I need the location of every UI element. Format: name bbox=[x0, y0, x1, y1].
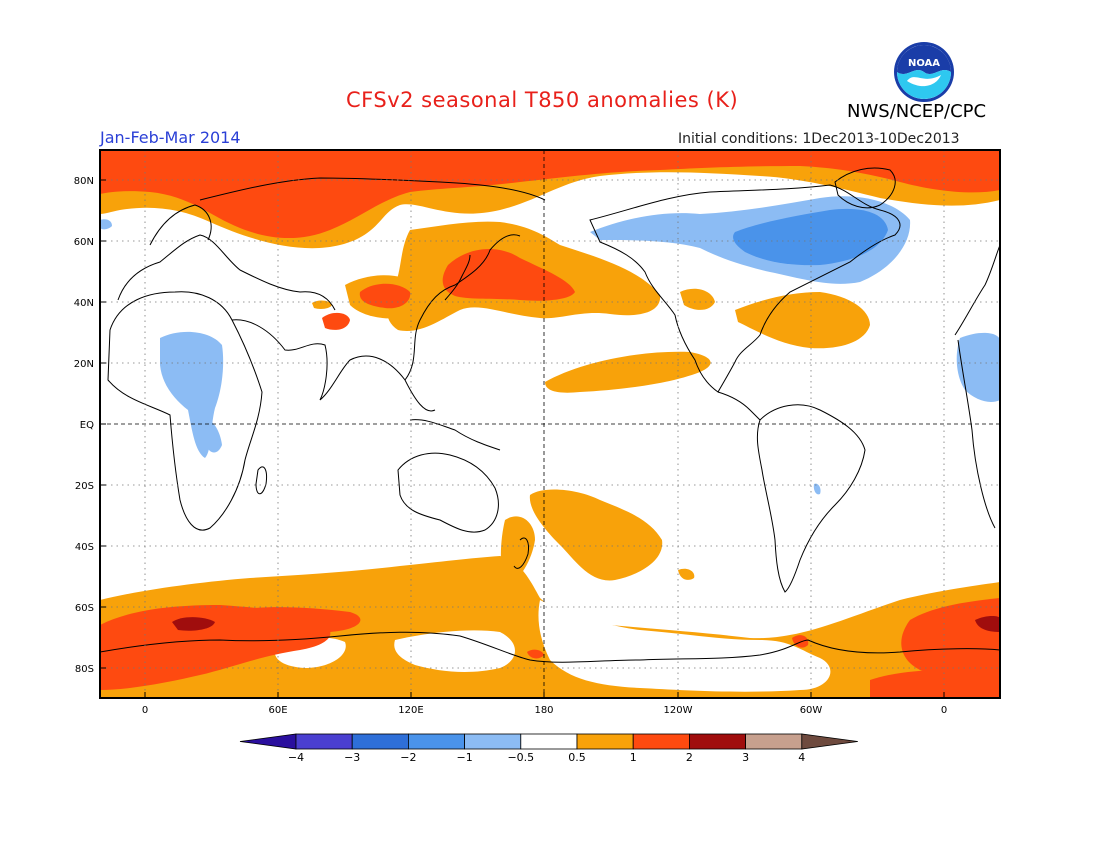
lat-label: 60N bbox=[74, 237, 94, 248]
southern-strongest-west bbox=[172, 617, 215, 631]
africa-outline bbox=[107, 291, 263, 531]
gulf-warm bbox=[680, 288, 715, 310]
africa-edge-outline bbox=[957, 339, 996, 529]
antarctic-white-1 bbox=[538, 600, 831, 692]
lon-label: 180 bbox=[534, 705, 553, 716]
pacific-north-strong bbox=[442, 248, 575, 301]
colorbar-label: 2 bbox=[686, 751, 693, 764]
lat-label: 20S bbox=[75, 481, 94, 492]
africa-east-cold bbox=[205, 419, 222, 453]
colorbar-label: 0.5 bbox=[568, 751, 586, 764]
colorbar-swatch bbox=[745, 733, 803, 750]
southern-strong-mid bbox=[225, 607, 361, 632]
colorbar-swatch bbox=[407, 733, 465, 750]
colorbar-arrow-low bbox=[239, 733, 297, 750]
europe-outline bbox=[117, 234, 336, 311]
siberia-outline bbox=[199, 177, 546, 201]
indonesia-outline bbox=[409, 419, 501, 451]
anomaly-shading bbox=[100, 150, 1000, 698]
australia-outline bbox=[397, 452, 499, 533]
lon-label: 120E bbox=[398, 705, 423, 716]
sa-small-cold bbox=[813, 483, 821, 495]
south-pacific-warm bbox=[529, 489, 663, 581]
southern-strong-east2 bbox=[870, 670, 1000, 698]
canada-cold-strong bbox=[733, 208, 888, 266]
sahara-cold-east-edge bbox=[956, 332, 1000, 402]
colorbar-label: 4 bbox=[798, 751, 805, 764]
colorbar-label: −0.5 bbox=[507, 751, 534, 764]
tropical-pacific-warm bbox=[545, 351, 711, 393]
scandinavia-outline bbox=[149, 204, 212, 246]
colorbar-swatch bbox=[295, 733, 353, 750]
antarctic-white-3 bbox=[394, 630, 515, 672]
greenland-outline bbox=[834, 167, 896, 209]
lon-label: 60W bbox=[800, 705, 823, 716]
colorbar-swatch bbox=[351, 733, 409, 750]
lon-label: 60E bbox=[268, 705, 287, 716]
lat-labels: 80N 60N 40N 20N EQ 20S 40S 60S 80S bbox=[74, 176, 94, 675]
colorbar-label: 3 bbox=[742, 751, 749, 764]
colorbar-label: −3 bbox=[344, 751, 360, 764]
colorbar: −4 −3 −2 −1 −0.5 0.5 1 2 3 4 bbox=[239, 733, 858, 764]
lon-label: 120W bbox=[664, 705, 693, 716]
lat-label: 60S bbox=[75, 603, 94, 614]
east-asia-outline bbox=[404, 234, 521, 381]
ticks bbox=[100, 179, 945, 698]
asia-strong-2 bbox=[322, 312, 350, 330]
colorbar-label: −4 bbox=[288, 751, 304, 764]
lat-label: 40S bbox=[75, 542, 94, 553]
noaa-logo: NOAA bbox=[894, 42, 954, 102]
lon-label: 0 bbox=[142, 705, 148, 716]
colorbar-swatch bbox=[464, 733, 522, 750]
southern-strongest-east bbox=[975, 615, 1000, 632]
colorbar-swatch bbox=[576, 733, 634, 750]
chart-title: CFSv2 seasonal T850 anomalies (K) bbox=[346, 88, 739, 112]
madagascar-outline bbox=[255, 466, 267, 495]
graticule bbox=[100, 150, 1000, 698]
colorbar-label: −2 bbox=[400, 751, 416, 764]
colorbar-swatch bbox=[632, 733, 690, 750]
lat-label: 40N bbox=[74, 298, 94, 309]
antarctica-outline bbox=[100, 631, 1000, 663]
lon-labels: 0 60E 120E 180 120W 60W 0 bbox=[142, 705, 947, 716]
chile-warm bbox=[678, 568, 695, 580]
lat-label: 80N bbox=[74, 176, 94, 187]
atlantic-north-cold bbox=[100, 219, 112, 230]
europe-edge-outline bbox=[954, 244, 1000, 336]
colorbar-swatch bbox=[689, 733, 747, 750]
lon-label: 0 bbox=[941, 705, 947, 716]
season-label: Jan-Feb-Mar 2014 bbox=[100, 128, 241, 147]
ross-strong bbox=[527, 649, 544, 659]
atlantic-warm bbox=[735, 292, 870, 349]
lat-label: 20N bbox=[74, 359, 94, 370]
lat-label: 80S bbox=[75, 664, 94, 675]
japan-outline bbox=[444, 254, 471, 301]
nz-outline bbox=[513, 537, 529, 569]
colorbar-label: 1 bbox=[630, 751, 637, 764]
noaa-logo-text: NOAA bbox=[908, 58, 940, 69]
colorbar-swatch bbox=[520, 733, 578, 750]
colorbar-arrow-high bbox=[801, 733, 858, 750]
lat-label: EQ bbox=[80, 420, 94, 431]
colorbar-label: −1 bbox=[456, 751, 472, 764]
central-america-outline bbox=[717, 391, 761, 421]
antarctic-peninsula-strong bbox=[792, 635, 809, 648]
initial-conditions: Initial conditions: 1Dec2013-10Dec2013 bbox=[678, 131, 960, 147]
south-america-outline bbox=[756, 404, 866, 593]
coastlines bbox=[100, 167, 1000, 663]
organization-label: NWS/NCEP/CPC bbox=[847, 101, 987, 122]
arctic-strong-warm bbox=[100, 150, 1000, 239]
asia-warm-small bbox=[312, 300, 332, 309]
north-america-outline bbox=[589, 184, 901, 393]
